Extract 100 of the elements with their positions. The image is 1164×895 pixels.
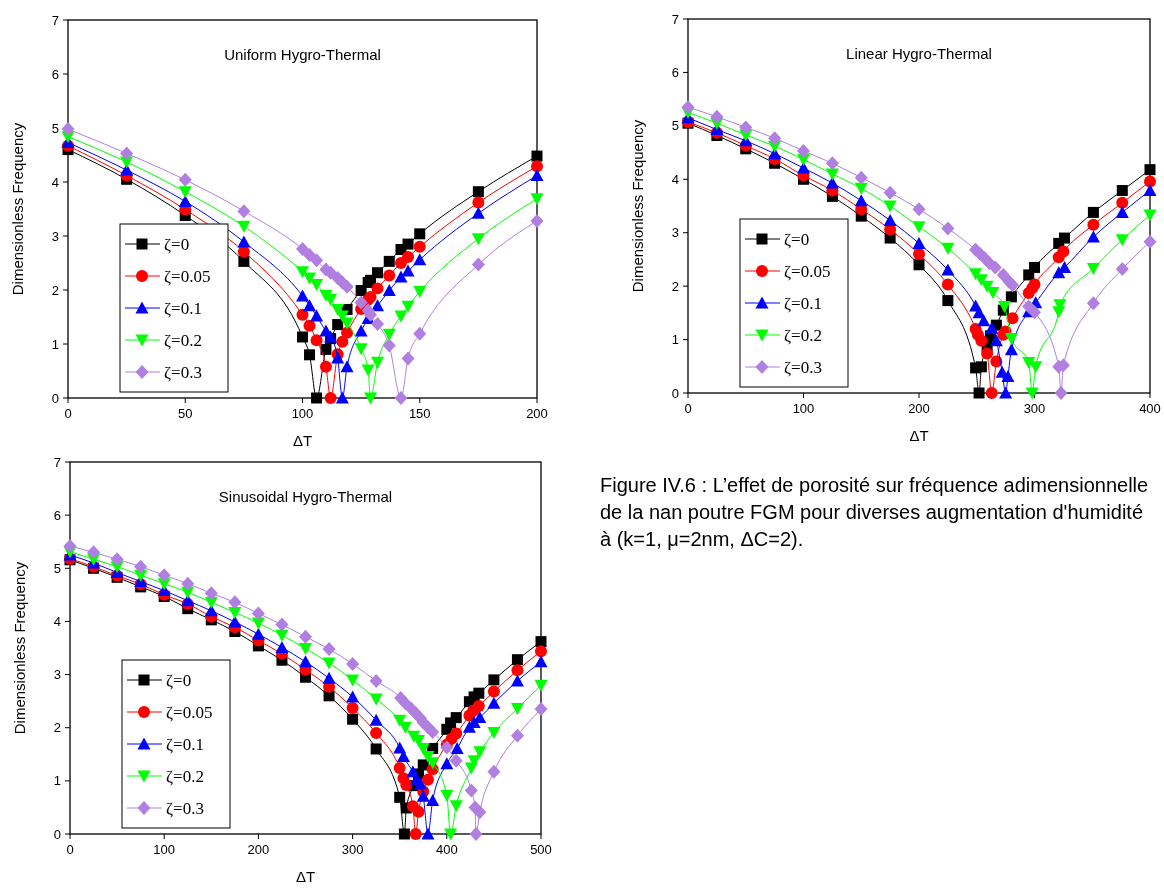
point [1058, 260, 1072, 273]
point [340, 360, 354, 373]
point [797, 143, 810, 158]
point [346, 702, 359, 715]
point [487, 696, 501, 709]
point [1029, 261, 1040, 273]
legend-label: ζ=0.05 [784, 262, 831, 281]
point [275, 629, 289, 642]
x-tick-label: 200 [247, 842, 270, 857]
point [1006, 312, 1019, 325]
point [409, 828, 422, 840]
point [768, 131, 782, 146]
text: Linear Hygro-Thermal [846, 45, 992, 62]
point [473, 746, 487, 759]
y-tick-label: 5 [671, 118, 679, 134]
y-tick-label: 2 [53, 720, 61, 736]
point [134, 559, 148, 574]
point [1004, 333, 1018, 345]
point [471, 206, 485, 219]
point [322, 657, 336, 670]
point [472, 186, 484, 198]
point [275, 640, 289, 653]
point [449, 753, 463, 768]
point [1059, 232, 1071, 244]
point [110, 552, 124, 567]
y-tick-label: 1 [671, 332, 679, 348]
point [531, 150, 543, 162]
point [311, 392, 323, 404]
point [426, 794, 440, 807]
point [204, 586, 218, 601]
x-tick-label: 150 [408, 406, 431, 421]
point [1116, 185, 1128, 197]
point [398, 828, 410, 840]
point [237, 204, 251, 219]
legend-label: ζ=0.1 [166, 735, 204, 754]
y-tick-label: 7 [53, 454, 61, 470]
point [346, 656, 360, 671]
point [975, 334, 988, 347]
point [299, 655, 312, 668]
point [450, 741, 464, 754]
point [1087, 218, 1100, 231]
point [985, 321, 999, 334]
point [1086, 263, 1100, 276]
point [228, 595, 242, 610]
x-axis-title: ΔT [909, 427, 929, 444]
point [883, 185, 897, 200]
point [304, 349, 316, 361]
point [421, 773, 434, 786]
point [303, 272, 317, 285]
point [473, 805, 487, 820]
point [324, 265, 338, 280]
point [535, 645, 547, 658]
point [310, 334, 323, 347]
point [181, 576, 195, 591]
point [989, 334, 1003, 347]
point [440, 740, 454, 755]
point [1029, 361, 1043, 374]
point [913, 259, 925, 271]
text: Sinusoidal Hygro-Thermal [218, 488, 393, 505]
point [883, 213, 897, 226]
point [854, 170, 868, 185]
point [340, 317, 354, 330]
point [941, 242, 955, 255]
text: Figure IV.6 : L’effet de porosité sur fréquence adimensionnelle de la nan poutre FGM pour diverses augmentation d'humidité à (k=1, μ=2nm, ΔC=2). [600, 474, 1149, 550]
x-axis-title: ΔT [292, 432, 313, 449]
y-tick-label: 2 [671, 278, 679, 294]
point [370, 727, 383, 740]
legend-label: ζ=0.1 [164, 299, 202, 318]
point [973, 387, 985, 399]
point [977, 314, 991, 327]
legend-label: ζ=0.3 [784, 358, 822, 377]
point [1143, 184, 1157, 197]
point [413, 326, 427, 341]
point [1144, 164, 1156, 176]
point [487, 764, 501, 779]
legend-label: ζ=0 [166, 671, 192, 690]
point [251, 606, 265, 621]
point [1057, 245, 1070, 258]
x-tick-label: 100 [291, 406, 314, 421]
point [854, 182, 868, 195]
point [426, 724, 440, 739]
y-tick-label: 2 [51, 282, 59, 298]
y-tick-label: 0 [51, 390, 59, 406]
y-tick-label: 6 [671, 64, 679, 80]
x-tick-label: 300 [341, 842, 364, 857]
y-tick-label: 5 [53, 560, 61, 576]
point [472, 196, 485, 209]
point [421, 827, 435, 840]
point [335, 391, 349, 404]
point [238, 255, 250, 267]
legend-label: ζ=0.3 [166, 799, 204, 818]
point [319, 360, 332, 373]
point [1054, 386, 1068, 400]
point [473, 711, 487, 724]
point [303, 299, 317, 312]
point [981, 347, 994, 360]
point [361, 364, 375, 377]
point [237, 220, 251, 233]
point [469, 827, 483, 841]
point [346, 690, 360, 703]
